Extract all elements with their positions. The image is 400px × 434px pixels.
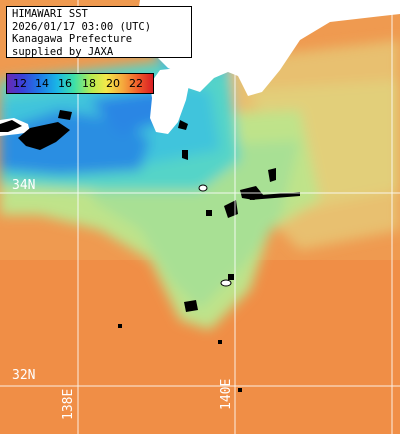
land-honshu [134, 0, 400, 96]
lat-label-32n: 32N [12, 368, 36, 383]
land-peninsula [150, 68, 190, 134]
info-panel: HIMAWARI SST 2026/01/17 03:00 (UTC) Kana… [6, 6, 192, 58]
product-title: HIMAWARI SST [12, 8, 88, 20]
observation-time: 2026/01/17 03:00 (UTC) [12, 20, 152, 33]
data-provider: supplied by JAXA [12, 45, 114, 58]
temperature-legend: 12 14 16 18 20 22 [6, 73, 154, 94]
no-data-patches [0, 110, 300, 392]
region-name: Kanagawa Prefecture [12, 33, 133, 45]
lon-label-140e: 140E [219, 378, 234, 410]
legend-tick-18: 18 [82, 77, 96, 90]
legend-tick-20: 20 [106, 77, 120, 90]
legend-tick-16: 16 [58, 77, 72, 90]
legend-tick-12: 12 [13, 77, 27, 90]
lat-label-34n: 34N [12, 178, 36, 193]
legend-tick-22: 22 [129, 77, 143, 90]
lon-label-138e: 138E [61, 388, 76, 420]
island-outlines [198, 184, 232, 287]
legend-tick-14: 14 [35, 77, 49, 90]
